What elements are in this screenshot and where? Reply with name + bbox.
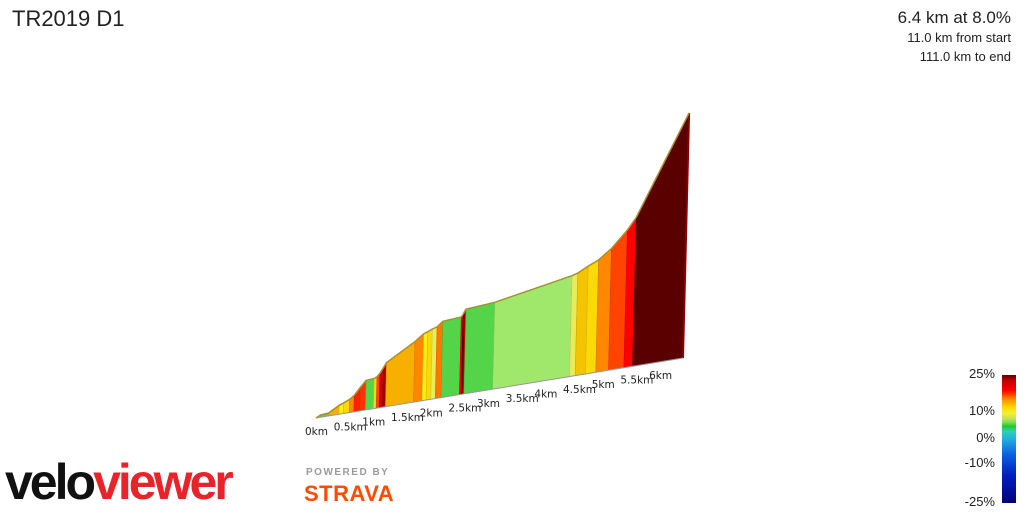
tick-label: 5km (592, 379, 615, 391)
logo-viewer: viewer (93, 454, 234, 510)
gradient-band-19 (440, 316, 462, 398)
route-title: TR2019 D1 (12, 6, 125, 31)
distance-to-end: 111.0 km to end (919, 49, 1011, 64)
profile-top-line (315, 112, 690, 419)
gradient-band-24 (492, 275, 573, 390)
tick-label: 1km (362, 417, 385, 429)
tick-label: 0.5km (334, 421, 367, 433)
climb-headline: 6.4 km at 8.0% (897, 8, 1011, 27)
tick-label: 5.5km (620, 374, 653, 386)
tick-label: 6km (649, 370, 672, 382)
legend-label-minus25: -25% (964, 494, 995, 509)
legend-label-25: 25% (968, 366, 995, 381)
gradient-band-23 (463, 301, 496, 395)
powered-by-label: POWERED BY (306, 467, 390, 478)
tick-label: 1.5km (391, 412, 424, 424)
legend-label-0: 0% (976, 430, 995, 445)
distance-from-start: 11.0 km from start (907, 30, 1011, 45)
climb-info: 6.4 km at 8.0% 11.0 km from start 111.0 … (898, 8, 1011, 66)
profile-base-line (315, 357, 684, 419)
legend-label-minus10: -10% (964, 455, 995, 470)
veloviewer-logo[interactable]: veloviewer (5, 452, 234, 512)
gradient-band-31 (632, 112, 690, 367)
tick-label: 2.5km (448, 403, 481, 415)
tick-label: 4km (534, 389, 557, 401)
tick-label: 0km (305, 426, 328, 438)
legend-label-10: 10% (968, 403, 995, 418)
gradient-legend-bar (1002, 375, 1016, 503)
tick-label: 2km (420, 407, 443, 419)
strava-logo[interactable]: STRAVA (304, 481, 395, 506)
tick-label: 3.5km (506, 393, 539, 405)
profile-end-edge (682, 112, 691, 359)
logo-velo: velo (5, 454, 96, 510)
gradient-band-8 (364, 378, 375, 411)
tick-label: 3km (477, 398, 500, 410)
gradient-band-13 (385, 340, 416, 408)
gradient-bands (315, 112, 691, 419)
tick-label: 4.5km (563, 384, 596, 396)
